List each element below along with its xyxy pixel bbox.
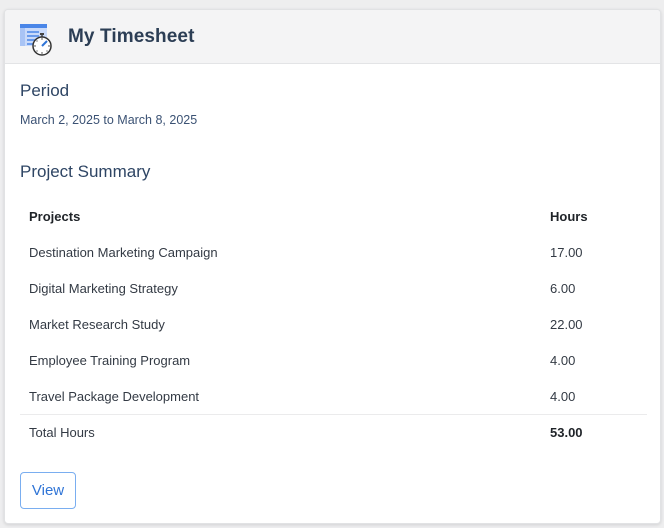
total-value: 53.00 — [541, 414, 647, 450]
project-name: Digital Marketing Strategy — [29, 280, 178, 296]
total-row: Total Hours 53.00 — [20, 414, 647, 450]
card-title: My Timesheet — [68, 25, 195, 47]
total-label: Total Hours — [20, 414, 541, 450]
project-name: Market Research Study — [29, 316, 165, 332]
project-summary-heading: Project Summary — [20, 162, 151, 181]
project-hours: 4.00 — [550, 388, 576, 404]
period-heading: Period — [20, 81, 70, 100]
project-summary-table: Projects Hours Destination Marketing Cam… — [20, 198, 647, 450]
projects-column-header: Projects — [29, 208, 81, 224]
project-hours: 22.00 — [550, 316, 583, 332]
project-hours: 6.00 — [550, 280, 576, 296]
project-name: Employee Training Program — [29, 352, 191, 368]
project-name: Travel Package Development — [29, 388, 200, 404]
view-button[interactable]: View — [20, 472, 76, 509]
card-header: My Timesheet — [5, 10, 660, 64]
hours-column-header: Hours — [550, 208, 588, 224]
project-name: Destination Marketing Campaign — [29, 244, 218, 260]
table-row: Market Research Study 22.00 — [20, 306, 647, 342]
table-row: Employee Training Program 4.00 — [20, 342, 647, 378]
project-hours: 17.00 — [550, 244, 583, 260]
table-row: Digital Marketing Strategy 6.00 — [20, 270, 647, 306]
period-range: March 2, 2025 to March 8, 2025 — [20, 113, 198, 127]
table-row: Travel Package Development 4.00 — [20, 378, 647, 415]
table-header-row: Projects Hours — [20, 198, 647, 234]
timesheet-stopwatch-icon — [19, 22, 53, 56]
timesheet-card: My Timesheet Period March 2, 2025 to Mar… — [4, 9, 661, 524]
table-row: Destination Marketing Campaign 17.00 — [20, 234, 647, 270]
project-hours: 4.00 — [550, 352, 576, 368]
